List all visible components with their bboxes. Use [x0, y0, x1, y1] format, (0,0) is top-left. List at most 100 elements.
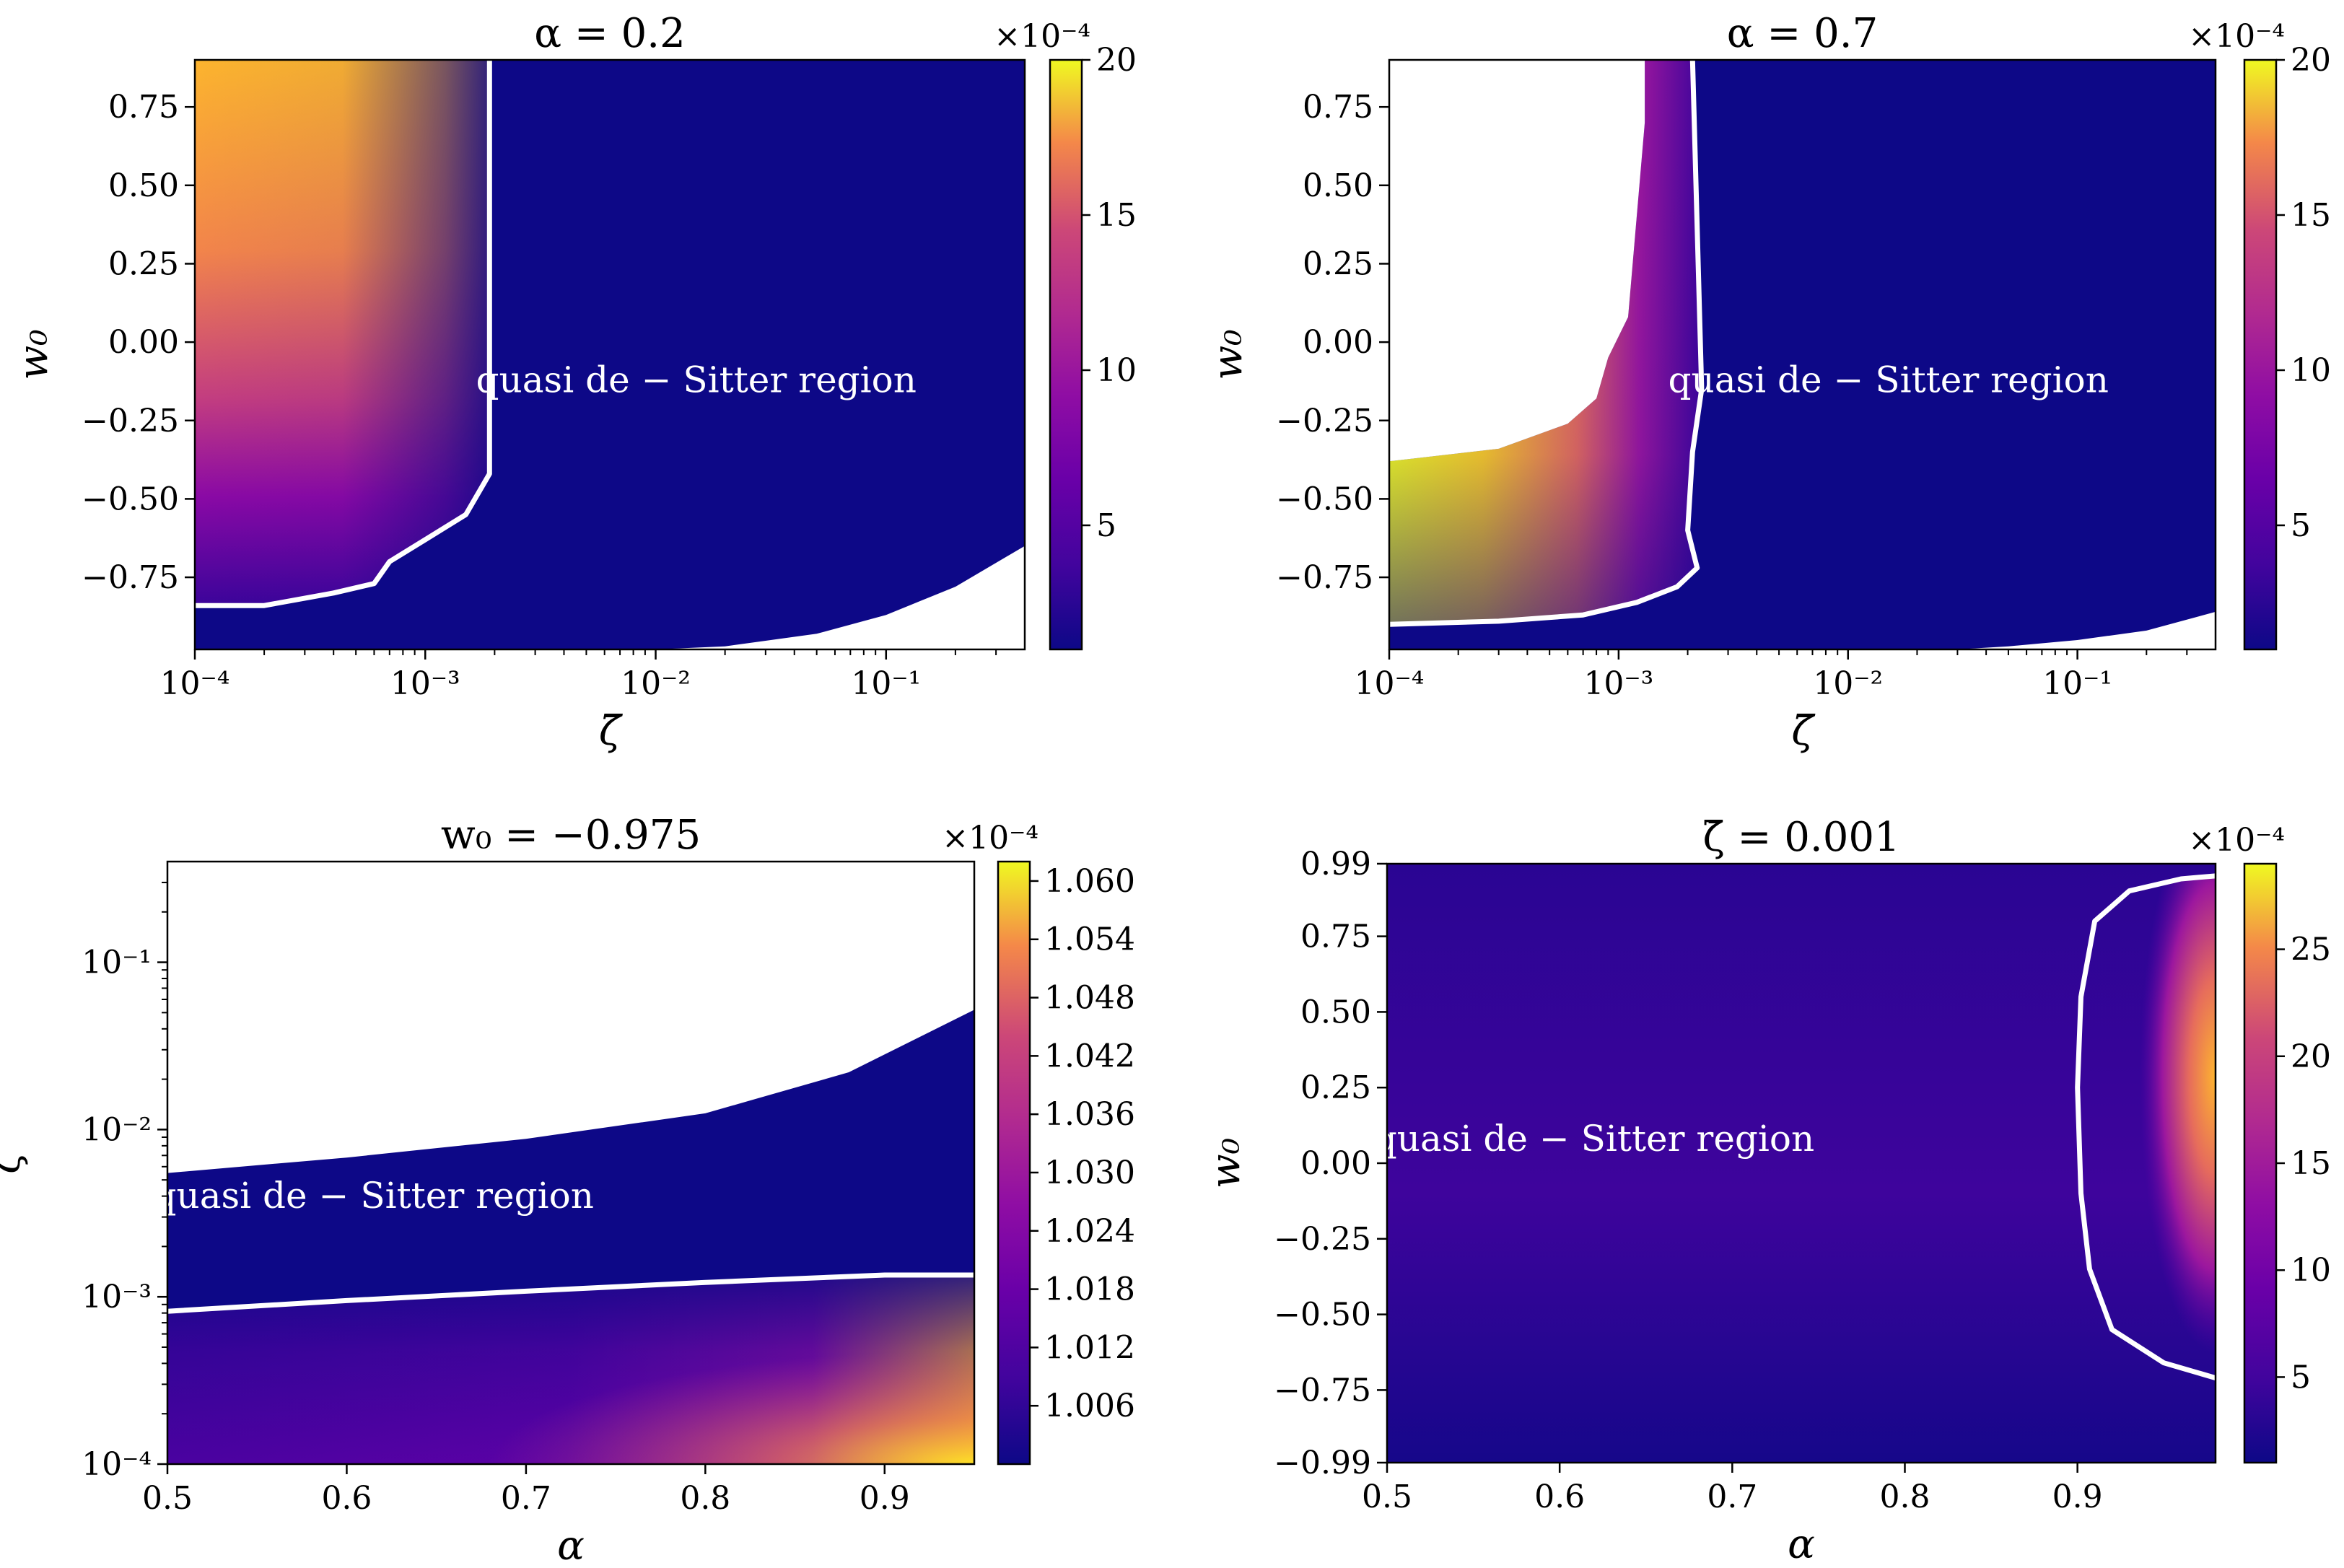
y-tick-label: 10⁻¹	[82, 945, 152, 981]
chart-panel-1: quasi de − Sitter region 10⁻⁴ 10⁻³ 10⁻² 10⁻¹…	[1204, 10, 2331, 755]
colorbar-tick-label: 5	[2291, 1359, 2311, 1396]
y-tick-label: −0.50	[1276, 481, 1373, 517]
y-tick-label: 10⁻⁴	[82, 1446, 152, 1483]
y-tick-label: −0.25	[82, 403, 179, 439]
y-tick-label: 0.00	[108, 324, 179, 361]
y-axis-label: w₀	[1202, 1138, 1249, 1188]
chart-title: α = 0.2	[534, 10, 685, 57]
x-tick-label: 0.9	[2052, 1479, 2103, 1515]
x-axis-label: ζ̄	[1791, 708, 1816, 755]
y-tick-label: 10⁻³	[82, 1279, 152, 1315]
chart-title: ζ̄ = 0.001	[1702, 814, 1899, 861]
x-tick-label: 0.8	[680, 1480, 730, 1517]
heatmap-bright-shade	[195, 60, 490, 606]
colorbar-tick-label: 15	[2291, 1145, 2331, 1182]
x-axis-label: α	[1788, 1521, 1815, 1568]
heatmap-bright-shade	[1389, 60, 1702, 625]
colorbar-tick-label: 10	[1096, 352, 1137, 389]
x-tick-label: 0.5	[142, 1480, 193, 1517]
colorbar-tick-label: 1.030	[1044, 1155, 1135, 1191]
colorbar-tick-label: 10	[2291, 352, 2331, 389]
colorbar-gradient	[997, 860, 1031, 1466]
colorbar-tick-label: 20	[2291, 1038, 2331, 1075]
y-tick-label: 10⁻²	[82, 1111, 152, 1148]
colorbar: 20 15 10 5 ×10⁻⁴	[2188, 18, 2331, 651]
colorbar-tick-label: 5	[1096, 507, 1116, 544]
colorbar-gradient	[2243, 862, 2278, 1464]
x-tick-label: 10⁻²	[1813, 665, 1883, 702]
y-tick-label: 0.50	[1303, 167, 1373, 204]
y-axis-label: w₀	[10, 329, 57, 380]
colorbar-tick-label: 1.036	[1044, 1096, 1135, 1133]
blank-region	[1389, 60, 1645, 462]
colorbar-tick-label: 1.054	[1044, 921, 1135, 958]
region-annotation: quasi de − Sitter region	[1668, 359, 2108, 401]
x-tick-label: 10⁻⁴	[1355, 665, 1425, 702]
colorbar-tick-label: 20	[2291, 42, 2331, 79]
y-tick-label: 0.25	[1300, 1069, 1371, 1106]
x-tick-label: 0.6	[321, 1480, 372, 1517]
y-tick-label: 0.00	[1300, 1145, 1371, 1182]
axes-frame	[1388, 58, 2217, 651]
axes-frame	[193, 58, 1026, 651]
colorbar-scale-label: ×10⁻⁴	[2188, 822, 2285, 859]
y-tick-label: −0.50	[82, 481, 179, 517]
x-tick-label: 0.7	[501, 1480, 551, 1517]
colorbar-tick-label: 1.006	[1044, 1388, 1135, 1424]
region-annotation: quasi de − Sitter region	[153, 1175, 593, 1217]
x-tick-label: 0.5	[1362, 1479, 1412, 1515]
y-tick-label: −0.75	[1276, 559, 1373, 596]
colorbar-scale-label: ×10⁻⁴	[942, 820, 1038, 857]
y-tick-label: 0.50	[108, 167, 179, 204]
chart-panel-3: quasi de − Sitter region 0.5 0.6 0.7 0.8 0.9 0…	[1202, 814, 2331, 1568]
x-tick-label: 10⁻⁴	[160, 665, 230, 702]
y-tick-label: −0.75	[82, 559, 179, 596]
region-annotation: quasi de − Sitter region	[476, 359, 917, 401]
contour-line	[1389, 60, 1705, 627]
colorbar-tick-label: 1.042	[1044, 1038, 1135, 1074]
axes-frame	[166, 860, 976, 1466]
y-tick-label: −0.99	[1274, 1445, 1371, 1481]
colorbar-tick-label: 1.060	[1044, 863, 1135, 900]
x-tick-label: 10⁻¹	[2042, 665, 2112, 702]
chart-panel-2: quasi de − Sitter region 0.5 0.6 0.7 0.8 0.9 1…	[0, 812, 1135, 1568]
colorbar-tick-label: 1.018	[1044, 1271, 1135, 1308]
x-tick-label: 0.9	[860, 1480, 910, 1517]
x-tick-label: 0.7	[1707, 1479, 1757, 1515]
x-axis-label: ζ̄	[599, 708, 624, 755]
colorbar: 1.060 1.054 1.048 1.042 1.036 1.030 1.024 1.018…	[942, 820, 1135, 1466]
plot-area	[195, 60, 1025, 649]
y-tick-label: −0.75	[1274, 1372, 1371, 1409]
x-axis-label: α	[557, 1523, 585, 1568]
region-annotation: quasi de − Sitter region	[1374, 1118, 1814, 1160]
x-tick-label: 10⁻³	[390, 665, 460, 702]
colorbar-gradient	[1049, 58, 1083, 651]
chart-title: α = 0.7	[1727, 10, 1878, 57]
x-tick-label: 0.6	[1534, 1479, 1585, 1515]
plot-area	[167, 862, 974, 1464]
colorbar-tick-label: 20	[1096, 42, 1137, 79]
chart-title: w₀ = −0.975	[441, 812, 701, 859]
y-tick-label: 0.00	[1303, 324, 1373, 361]
x-tick-label: 10⁻³	[1583, 665, 1653, 702]
colorbar-tick-label: 5	[2291, 507, 2311, 544]
x-tick-label: 10⁻²	[621, 665, 691, 702]
y-tick-label: −0.50	[1274, 1297, 1371, 1333]
colorbar-tick-label: 1.012	[1044, 1329, 1135, 1366]
contour-line	[195, 60, 492, 608]
heatmap-bright-region	[2077, 875, 2216, 1378]
colorbar-tick-label: 25	[2291, 932, 2331, 968]
heatmap-hotspot	[167, 1275, 974, 1464]
colorbar-tick-label: 1.024	[1044, 1213, 1135, 1250]
blank-region	[655, 546, 1025, 649]
y-tick-label: 0.75	[1300, 919, 1371, 955]
y-tick-label: −0.25	[1274, 1221, 1371, 1258]
colorbar-scale-label: ×10⁻⁴	[2188, 18, 2285, 55]
blank-region-corner	[1957, 611, 2216, 649]
colorbar-tick-label: 1.048	[1044, 980, 1135, 1017]
contour-line	[2075, 873, 2216, 1381]
colorbar-tick-label: 15	[2291, 197, 2331, 234]
x-tick-label: 10⁻¹	[851, 665, 921, 702]
plot-area	[1387, 864, 2216, 1463]
